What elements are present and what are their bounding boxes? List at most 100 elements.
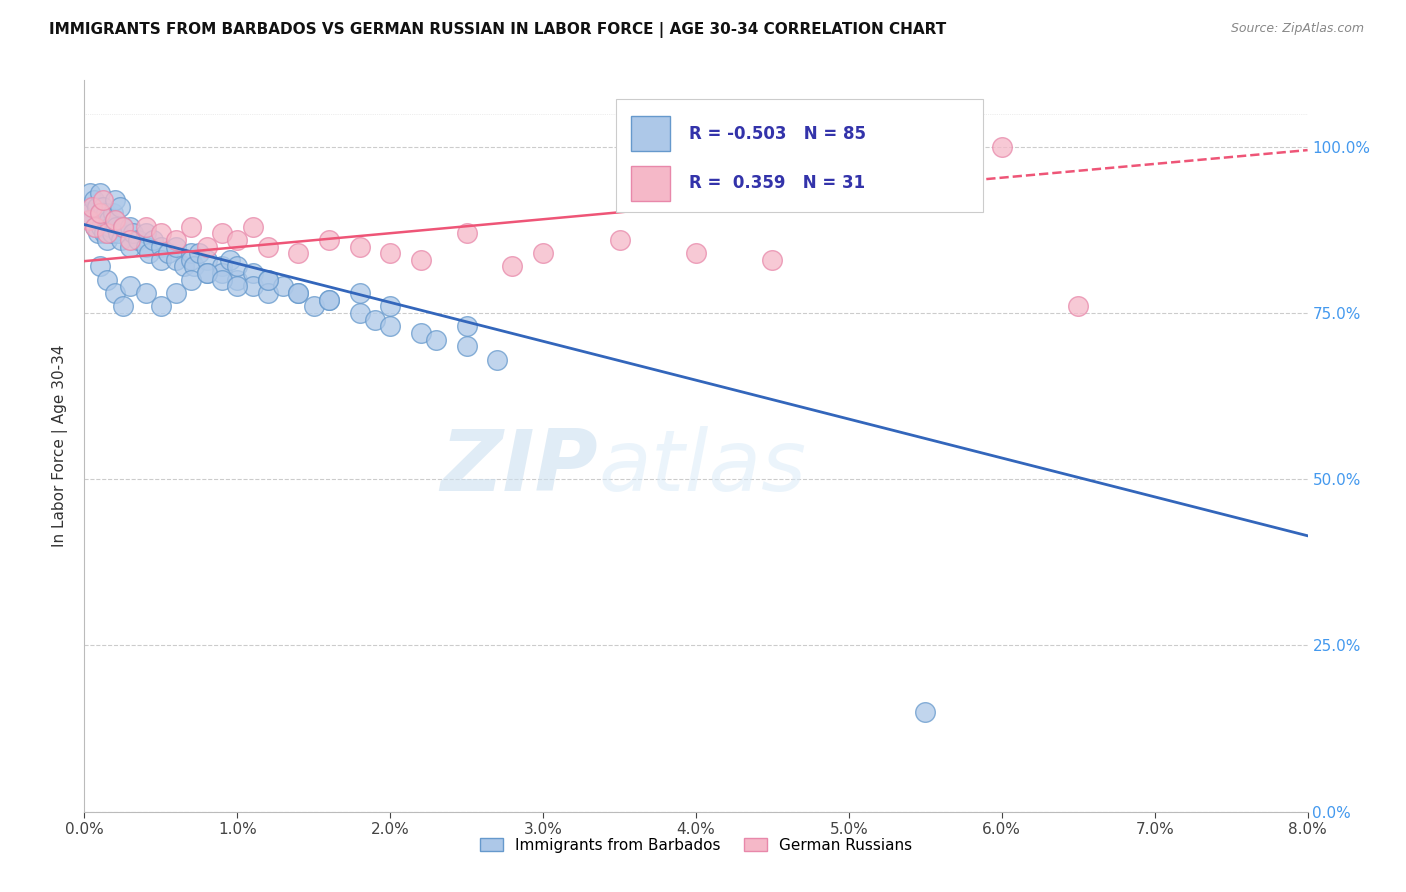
Text: ZIP: ZIP — [440, 426, 598, 509]
Point — [257, 273, 280, 287]
Point — [107, 226, 129, 240]
Text: atlas: atlas — [598, 426, 806, 509]
Point — [257, 239, 280, 253]
Point — [349, 306, 371, 320]
Point — [165, 233, 187, 247]
Point — [108, 200, 131, 214]
Text: Source: ZipAtlas.com: Source: ZipAtlas.com — [1230, 22, 1364, 36]
Point — [318, 293, 340, 307]
Point — [257, 273, 280, 287]
Point — [138, 246, 160, 260]
Point — [120, 219, 142, 234]
Point — [135, 239, 157, 253]
Point — [456, 226, 478, 240]
Point — [91, 200, 114, 214]
Point — [685, 246, 707, 260]
Point — [111, 299, 134, 313]
FancyBboxPatch shape — [616, 99, 983, 212]
Point — [83, 193, 105, 207]
Point — [120, 279, 142, 293]
Point — [226, 273, 249, 287]
Point — [349, 239, 371, 253]
Point — [91, 193, 114, 207]
Point — [105, 219, 128, 234]
Point — [103, 206, 125, 220]
Point — [195, 266, 218, 280]
Point — [287, 286, 309, 301]
Point — [89, 186, 111, 201]
Point — [76, 200, 98, 214]
Point — [135, 286, 157, 301]
FancyBboxPatch shape — [631, 116, 671, 152]
Point — [195, 239, 218, 253]
Point — [101, 226, 124, 240]
Point — [93, 226, 115, 240]
Text: R =  0.359   N = 31: R = 0.359 N = 31 — [689, 175, 865, 193]
Point — [96, 233, 118, 247]
Point — [218, 252, 240, 267]
Point — [135, 226, 157, 240]
Point — [349, 286, 371, 301]
Point — [80, 213, 103, 227]
Point — [761, 252, 783, 267]
Point — [211, 273, 233, 287]
Point — [195, 266, 218, 280]
Point — [211, 260, 233, 274]
Point — [120, 239, 142, 253]
Point — [380, 246, 402, 260]
Point — [211, 266, 233, 280]
Point — [318, 233, 340, 247]
Point — [98, 219, 121, 234]
Point — [104, 286, 127, 301]
Point — [456, 339, 478, 353]
Point — [242, 279, 264, 293]
Point — [84, 219, 107, 234]
Point — [226, 233, 249, 247]
Point — [180, 252, 202, 267]
Point — [149, 239, 172, 253]
Point — [318, 293, 340, 307]
Point — [122, 226, 145, 240]
Point — [914, 705, 936, 719]
FancyBboxPatch shape — [631, 166, 671, 201]
Point — [77, 206, 100, 220]
Point — [79, 186, 101, 201]
Point — [380, 299, 402, 313]
Point — [409, 252, 432, 267]
Point — [157, 246, 180, 260]
Point — [104, 213, 127, 227]
Point — [96, 226, 118, 240]
Point — [97, 213, 120, 227]
Point — [195, 252, 218, 267]
Point — [425, 333, 447, 347]
Point — [456, 319, 478, 334]
Point — [80, 200, 103, 214]
Point — [111, 219, 134, 234]
Point — [94, 206, 117, 220]
Point — [242, 266, 264, 280]
Point — [142, 233, 165, 247]
Point — [409, 326, 432, 340]
Point — [188, 246, 211, 260]
Point — [89, 206, 111, 220]
Point — [364, 312, 387, 326]
Point — [87, 226, 110, 240]
Point — [180, 273, 202, 287]
Point — [183, 260, 205, 274]
Y-axis label: In Labor Force | Age 30-34: In Labor Force | Age 30-34 — [52, 344, 69, 548]
Point — [180, 219, 202, 234]
Point — [111, 219, 134, 234]
Point — [127, 233, 149, 247]
Point — [609, 233, 631, 247]
Point — [165, 239, 187, 253]
Point — [302, 299, 325, 313]
Point — [84, 219, 107, 234]
Point — [242, 219, 264, 234]
Point — [531, 246, 554, 260]
Legend: Immigrants from Barbados, German Russians: Immigrants from Barbados, German Russian… — [474, 831, 918, 859]
Point — [486, 352, 509, 367]
Point — [287, 286, 309, 301]
Point — [502, 260, 524, 274]
Point — [89, 206, 111, 220]
Point — [86, 200, 108, 214]
